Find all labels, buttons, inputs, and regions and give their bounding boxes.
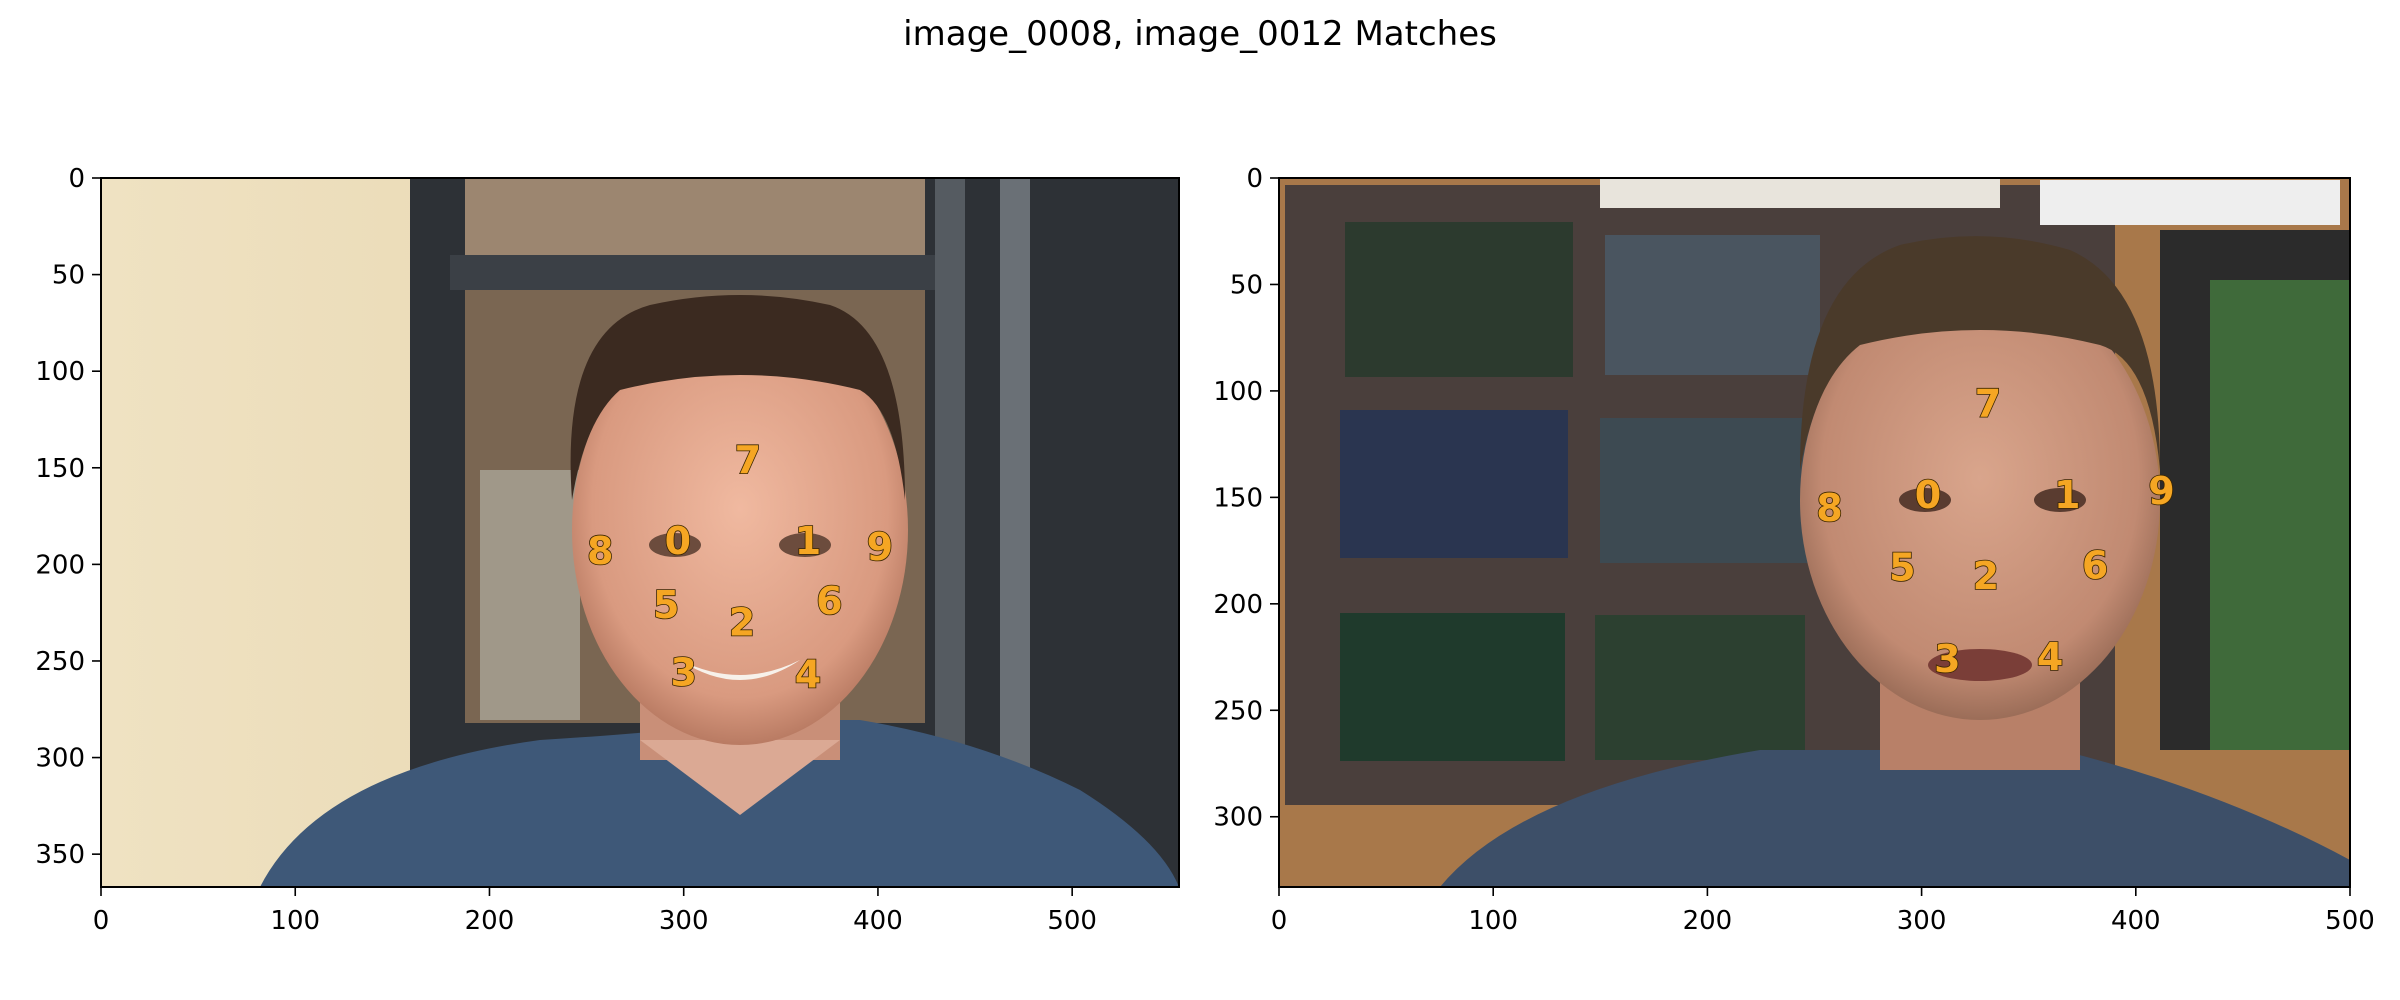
- right-ytick-label: 0: [1246, 164, 1263, 194]
- right-xtick-label: 300: [1897, 906, 1947, 936]
- right-ytick-label: 50: [1230, 270, 1263, 300]
- right-ytick-label: 150: [1213, 483, 1263, 513]
- right-ytick-label: 200: [1213, 590, 1263, 620]
- right-keypoint-label: 9: [2148, 469, 2174, 513]
- right-ytick-label: 100: [1213, 377, 1263, 407]
- left-ytick-label: 150: [35, 454, 85, 484]
- left-keypoint-label: 6: [816, 579, 842, 623]
- right-xtick-label: 500: [2325, 906, 2375, 936]
- right-axes-frame: [1278, 177, 2351, 888]
- right-keypoint-label: 2: [1973, 554, 1999, 598]
- left-ytick-label: 350: [35, 840, 85, 870]
- left-keypoint-label: 8: [587, 529, 613, 573]
- right-keypoint-label: 6: [2082, 544, 2108, 588]
- left-panel: 0 100 200 300 400 500 0 50 100 150 200 250 300 350 0 1…: [35, 164, 1180, 936]
- left-xtick-label: 400: [853, 906, 903, 936]
- right-photo: [1279, 178, 2350, 887]
- left-ytick-label: 200: [35, 550, 85, 580]
- left-ytick-label: 50: [52, 261, 85, 291]
- left-keypoint-label: 0: [665, 519, 691, 563]
- right-keypoint-label: 3: [1934, 637, 1960, 681]
- right-keypoint-label: 8: [1816, 486, 1842, 530]
- right-xtick-label: 100: [1468, 906, 1518, 936]
- right-keypoint-label: 7: [1975, 382, 2001, 426]
- right-keypoint-label: 4: [2037, 635, 2063, 679]
- left-ytick-label: 250: [35, 647, 85, 677]
- right-keypoint-label: 5: [1889, 546, 1915, 590]
- left-keypoint-label: 7: [735, 438, 761, 482]
- left-axes-frame: [100, 177, 1180, 888]
- right-ytick-label: 250: [1213, 696, 1263, 726]
- left-xtick-label: 500: [1047, 906, 1097, 936]
- left-keypoint-label: 1: [795, 519, 821, 563]
- left-keypoint-label: 2: [729, 600, 755, 644]
- left-keypoint-label: 9: [867, 525, 893, 569]
- left-ytick-label: 0: [68, 164, 85, 194]
- right-xtick-label: 400: [2111, 906, 2161, 936]
- right-keypoint-label: 0: [1915, 473, 1941, 517]
- left-keypoint-label: 4: [795, 652, 821, 696]
- left-keypoints: 0 123 4 5 6 7 8 9: [586, 437, 894, 697]
- right-keypoints: 0 123 45 678 9: [1815, 381, 2175, 682]
- left-photo: [101, 178, 1179, 887]
- left-keypoint-label: 5: [653, 583, 679, 627]
- left-xtick-label: 100: [270, 906, 320, 936]
- right-ytick-label: 300: [1213, 803, 1263, 833]
- left-ytick-label: 300: [35, 744, 85, 774]
- figure-title: image_0008, image_0012 Matches: [903, 14, 1497, 54]
- left-xtick-label: 200: [465, 906, 515, 936]
- right-xtick-label: 0: [1271, 906, 1288, 936]
- right-keypoint-label: 1: [2054, 473, 2080, 517]
- right-xtick-label: 200: [1683, 906, 1733, 936]
- left-ytick-label: 100: [35, 357, 85, 387]
- right-panel: 0 100 200 300 400 500 0 50 100 150 200 250 300 0 1 23 4…: [1213, 164, 2374, 936]
- left-xtick-label: 0: [93, 906, 110, 936]
- left-keypoint-label: 3: [670, 651, 696, 695]
- left-xtick-label: 300: [659, 906, 709, 936]
